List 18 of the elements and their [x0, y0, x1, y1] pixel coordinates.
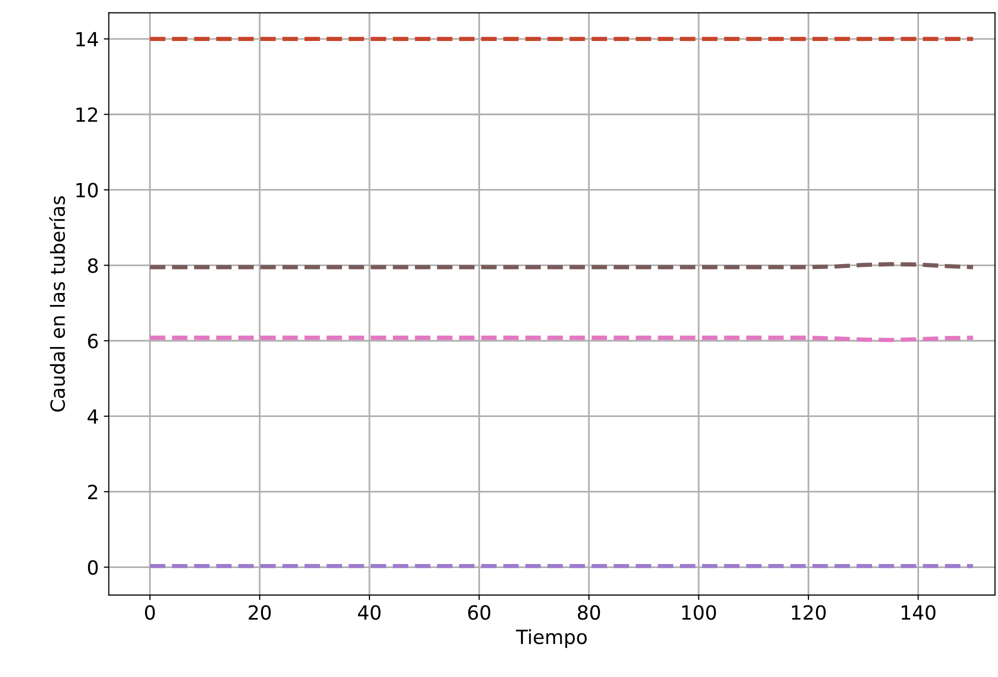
y-tick-label: 0: [88, 560, 98, 575]
y-tick-label: 14: [76, 32, 98, 46]
y-tick-label: 4: [88, 409, 98, 424]
y-tick-label: 6: [88, 334, 98, 348]
y-tick-label: 8: [88, 258, 98, 273]
y-tick-label: 12: [76, 107, 98, 122]
x-tick-label: 100: [682, 605, 716, 620]
y-tick-label: 10: [76, 182, 98, 198]
x-tick-label: 0: [145, 605, 155, 620]
x-tick-label: 120: [792, 605, 826, 620]
x-tick-label: 40: [358, 605, 381, 620]
x-axis-title: Tiempo: [516, 629, 587, 648]
x-tick-label: 20: [248, 605, 271, 620]
x-tick-label: 60: [468, 605, 490, 620]
x-tick-label: 80: [578, 605, 600, 620]
y-axis-title: Caudal en las tuberías: [49, 196, 65, 412]
x-tick-label: 140: [902, 605, 936, 620]
y-tick-label: 2: [88, 484, 98, 500]
